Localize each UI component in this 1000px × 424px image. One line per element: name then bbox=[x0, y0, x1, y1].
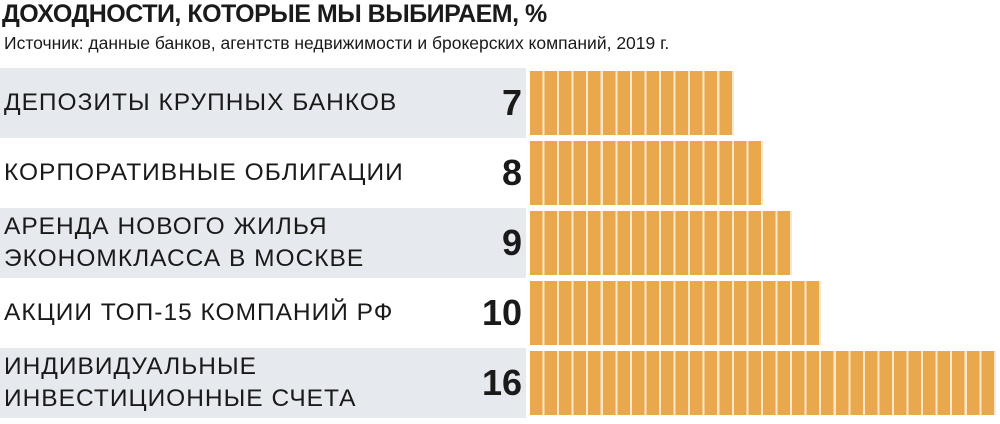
row: АКЦИИ ТОП-15 КОМПАНИЙ РФ 10 bbox=[0, 278, 1000, 348]
category-label: АКЦИИ ТОП-15 КОМПАНИЙ РФ bbox=[4, 299, 394, 326]
bar bbox=[530, 71, 734, 135]
chart-title: ДОХОДНОСТИ, КОТОРЫЕ МЫ ВЫБИРАЕМ, % bbox=[2, 0, 547, 28]
value-label: 8 bbox=[501, 152, 522, 193]
category-label: ДЕПОЗИТЫ КРУПНЫХ БАНКОВ bbox=[4, 89, 398, 116]
row: АРЕНДА НОВОГО ЖИЛЬЯ ЭКОНОМКЛАССА В МОСКВ… bbox=[0, 208, 1000, 278]
chart-subtitle: Источник: данные банков, агентств недвиж… bbox=[4, 33, 670, 53]
bar bbox=[530, 211, 793, 275]
category-label: ИНДИВИДУАЛЬНЫЕ ИНВЕСТИЦИОННЫЕ СЧЕТА bbox=[4, 353, 357, 412]
bar bbox=[530, 351, 996, 415]
bar bbox=[530, 141, 763, 205]
category-label: КОРПОРАТИВНЫЕ ОБЛИГАЦИИ bbox=[4, 159, 404, 186]
value-label: 10 bbox=[481, 292, 522, 333]
row-background bbox=[0, 208, 526, 278]
value-label: 16 bbox=[481, 362, 522, 403]
value-label: 7 bbox=[501, 82, 522, 123]
row-background bbox=[0, 68, 526, 138]
row: КОРПОРАТИВНЫЕ ОБЛИГАЦИИ 8 bbox=[0, 138, 1000, 208]
bar bbox=[530, 281, 822, 345]
row-background bbox=[0, 348, 526, 418]
row: ДЕПОЗИТЫ КРУПНЫХ БАНКОВ 7 bbox=[0, 68, 1000, 138]
value-label: 9 bbox=[501, 222, 522, 263]
row: ИНДИВИДУАЛЬНЫЕ ИНВЕСТИЦИОННЫЕ СЧЕТА 16 bbox=[0, 348, 1000, 418]
category-label: АРЕНДА НОВОГО ЖИЛЬЯ ЭКОНОМКЛАССА В МОСКВ… bbox=[4, 213, 365, 272]
